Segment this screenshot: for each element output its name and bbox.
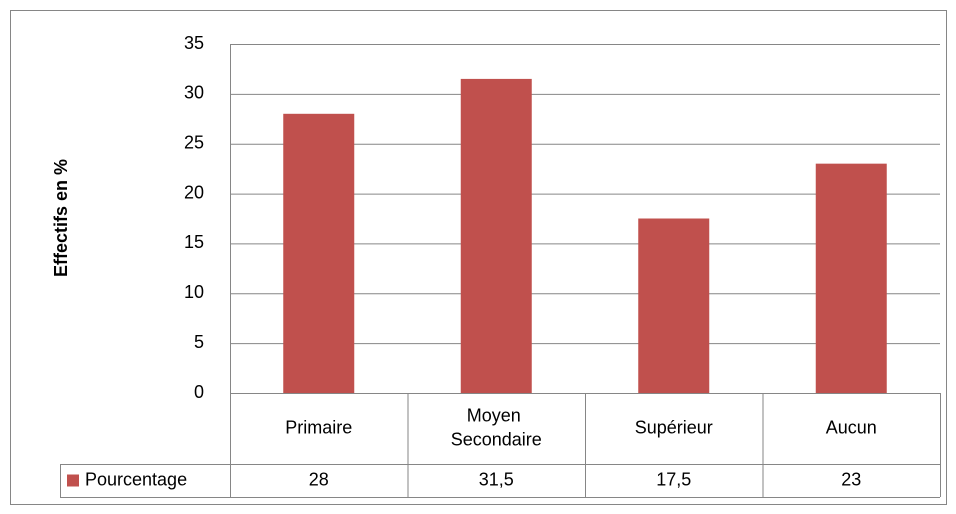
data-table-value: 17,5: [656, 469, 691, 489]
x-tick-label: Aucun: [826, 417, 877, 437]
bar: [460, 78, 532, 394]
data-table-value: 31,5: [479, 469, 514, 489]
y-tick-label: 10: [184, 282, 204, 302]
data-table-value: 28: [309, 469, 329, 489]
legend-label: Pourcentage: [85, 469, 187, 489]
x-tick-label: Supérieur: [635, 417, 713, 437]
bar: [815, 163, 887, 393]
y-tick-label: 0: [194, 382, 204, 402]
bar: [283, 113, 355, 394]
y-axis-title: Effectifs en %: [51, 159, 71, 277]
bar: [638, 218, 710, 393]
y-tick-label: 5: [194, 332, 204, 352]
y-tick-label: 20: [184, 182, 204, 202]
y-tick-label: 30: [184, 83, 204, 103]
data-table-value: 23: [841, 469, 861, 489]
y-tick-label: 15: [184, 232, 204, 252]
y-tick-label: 25: [184, 132, 204, 152]
x-tick-label: Moyen Secondaire: [451, 405, 542, 449]
legend-key: [67, 474, 79, 487]
x-tick-label: Primaire: [285, 417, 352, 437]
y-tick-label: 35: [184, 33, 204, 53]
